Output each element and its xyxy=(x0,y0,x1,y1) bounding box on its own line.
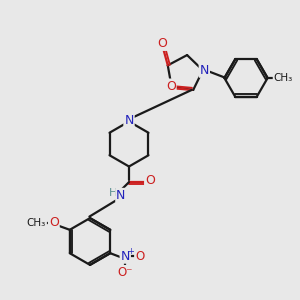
Text: N: N xyxy=(116,189,126,202)
Text: O: O xyxy=(157,37,167,50)
Text: O: O xyxy=(49,216,59,230)
Text: O: O xyxy=(166,80,176,92)
Text: O: O xyxy=(135,250,144,263)
Text: O: O xyxy=(145,174,155,187)
Text: N: N xyxy=(121,250,130,263)
Text: O⁻: O⁻ xyxy=(118,266,133,279)
Text: H: H xyxy=(109,188,117,198)
Text: CH₃: CH₃ xyxy=(274,73,293,83)
Text: N: N xyxy=(124,113,134,127)
Text: N: N xyxy=(200,64,209,77)
Text: CH₃: CH₃ xyxy=(27,218,46,228)
Text: +: + xyxy=(127,248,134,256)
